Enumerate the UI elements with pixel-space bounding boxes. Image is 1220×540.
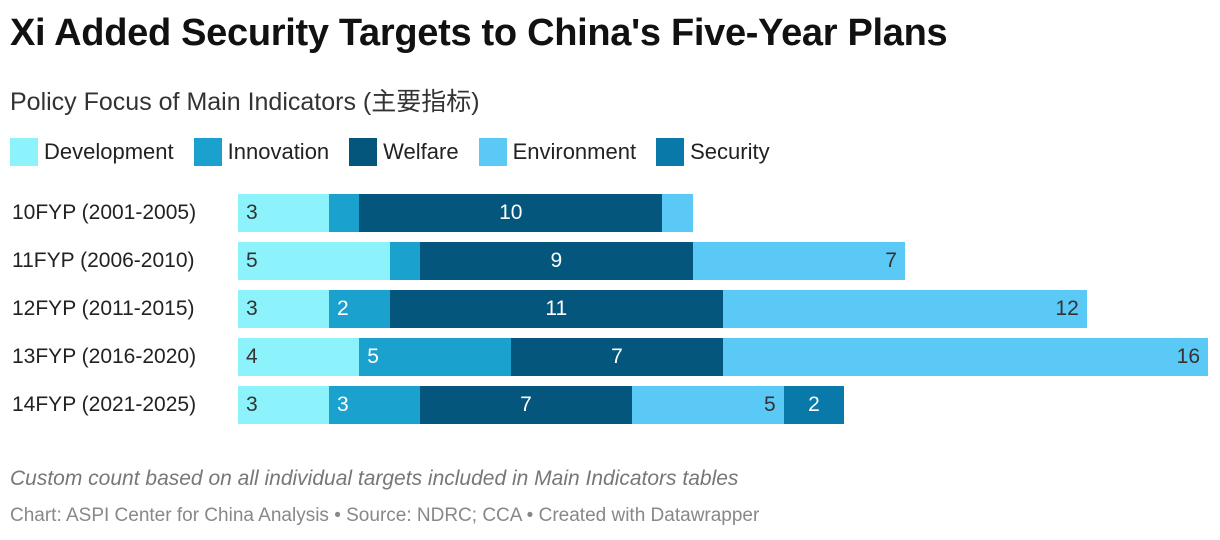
bar-innovation: 5 <box>359 338 511 376</box>
data-label: 5 <box>763 393 776 416</box>
legend-swatch <box>349 138 378 166</box>
bar-innovation: 3 <box>328 386 420 424</box>
bar-innovation <box>328 194 360 232</box>
legend-label: Environment <box>512 139 637 164</box>
bar-development: 5 <box>238 242 390 280</box>
data-label: 4 <box>246 345 258 368</box>
row-label: 11FYP (2006-2010) <box>12 249 195 272</box>
data-label: 3 <box>246 297 258 320</box>
legend-item-security: Security <box>656 138 770 166</box>
bar-innovation: 2 <box>328 290 390 328</box>
bar-welfare: 10 <box>359 194 663 232</box>
legend-item-development: Development <box>10 138 174 166</box>
bar-environment: 16 <box>723 338 1208 376</box>
row-label: 13FYP (2016-2020) <box>12 345 197 368</box>
bar-welfare: 7 <box>419 386 633 424</box>
bar-innovation <box>389 242 420 280</box>
data-label: 7 <box>520 393 532 416</box>
bar-development: 4 <box>238 338 360 376</box>
data-label: 11 <box>545 297 568 320</box>
legend-swatch <box>478 138 507 166</box>
legend-item-environment: Environment <box>478 138 637 166</box>
data-label: 9 <box>550 249 563 272</box>
legend-label: Development <box>44 139 174 164</box>
legend-swatch <box>10 138 38 166</box>
bar-environment: 12 <box>723 290 1087 328</box>
bar-security: 2 <box>783 386 845 424</box>
data-label: 5 <box>367 345 379 368</box>
data-label: 3 <box>336 393 349 416</box>
data-label: 7 <box>611 345 623 368</box>
legend: Development Innovation Welfare Environment S… <box>10 138 770 166</box>
bar-welfare: 7 <box>510 338 723 376</box>
legend-label: Innovation <box>227 139 330 164</box>
chart-footer: Chart: ASPI Center for China Analysis • … <box>10 505 760 526</box>
legend-swatch <box>193 138 222 166</box>
bar-environment <box>662 194 693 232</box>
legend-label: Welfare <box>383 139 459 164</box>
legend-item-welfare: Welfare <box>349 138 459 166</box>
data-label: 16 <box>1176 345 1200 368</box>
bar-welfare: 11 <box>389 290 723 328</box>
data-label: 5 <box>246 249 258 272</box>
data-label: 2 <box>808 393 820 416</box>
bar-development: 3 <box>238 194 329 232</box>
data-label: 2 <box>336 297 349 320</box>
data-label: 7 <box>885 249 897 272</box>
legend-swatch <box>656 138 685 166</box>
chart-note: Custom count based on all individual tar… <box>10 467 739 490</box>
bar-development: 3 <box>238 290 329 328</box>
data-label: 3 <box>246 201 258 224</box>
data-label: 3 <box>246 393 258 416</box>
row-label: 10FYP (2001-2005) <box>12 201 197 224</box>
legend-item-innovation: Innovation <box>193 138 330 166</box>
chart-subtitle: Policy Focus of Main Indicators (主要指标) <box>10 88 480 116</box>
row-label: 14FYP (2021-2025) <box>12 393 197 416</box>
chart-title: Xi Added Security Targets to China's Fiv… <box>10 12 948 54</box>
legend-label: Security <box>690 139 770 164</box>
data-label: 12 <box>1055 297 1079 320</box>
bar-environment: 7 <box>692 242 905 280</box>
bar-environment: 5 <box>632 386 784 424</box>
bar-welfare: 9 <box>419 242 693 280</box>
row-label: 12FYP (2011-2015) <box>12 297 195 320</box>
bar-development: 3 <box>238 386 329 424</box>
data-label: 10 <box>499 201 523 224</box>
